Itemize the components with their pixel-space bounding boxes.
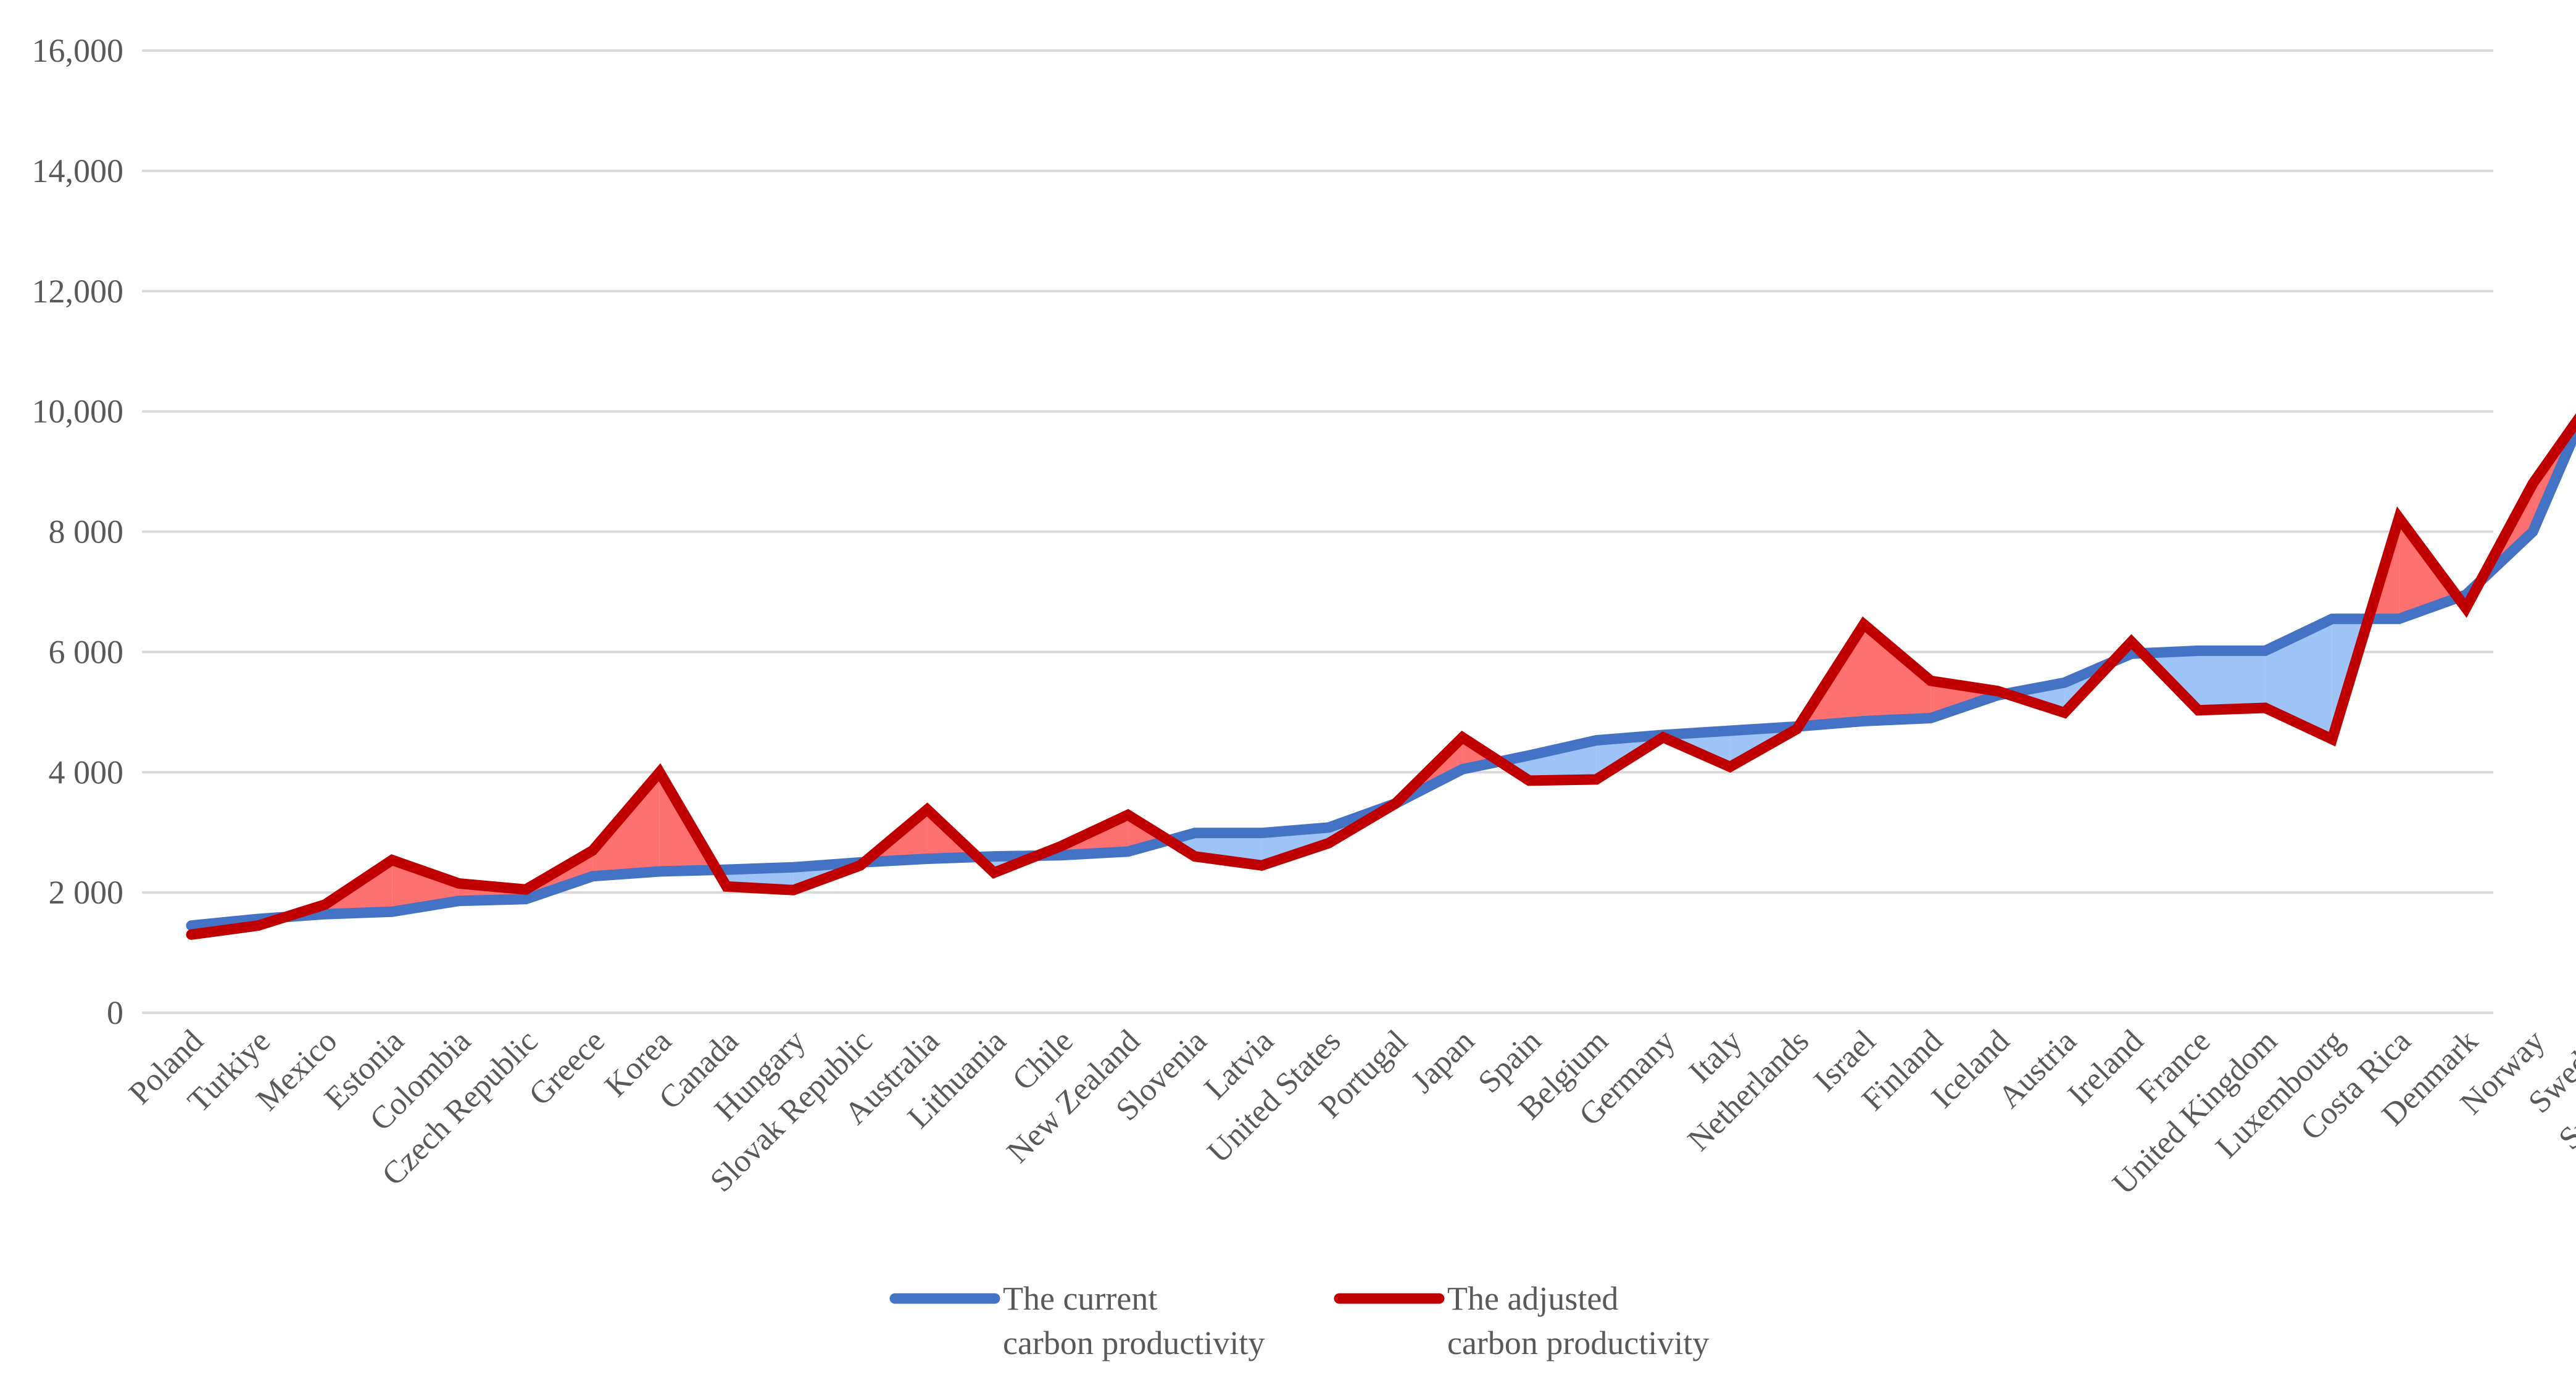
difference-fill-segment	[1529, 740, 1597, 781]
difference-fill-segment	[2332, 618, 2369, 739]
x-tick-label: Ireland	[2061, 1023, 2150, 1112]
series-lines	[186, 413, 2576, 940]
y-tick-label: 4 000	[49, 754, 124, 791]
series-line-adjusted	[186, 413, 2576, 940]
x-tick-label: Netherlands	[1681, 1023, 1816, 1158]
y-tick-label: 0	[107, 994, 123, 1031]
y-axis-ticks: 0 2 000 4 000 6 000 8 000 10,000 12,000 14,000 1…	[32, 32, 124, 1031]
x-tick-label: Greece	[522, 1023, 611, 1112]
y-tick-label: 10,000	[32, 393, 124, 430]
x-tick-label: Japan	[1405, 1023, 1481, 1100]
legend-label-line2: carbon productivity	[1003, 1324, 1265, 1361]
difference-fill-segment	[2198, 650, 2266, 710]
y-tick-label: 14,000	[32, 152, 124, 189]
gridlines	[142, 49, 2493, 1014]
legend: The current carbon productivity The adjust…	[889, 1280, 1709, 1361]
difference-fill-segment	[1864, 624, 1931, 721]
x-axis-ticks: PolandTurkiyeMexicoEstoniaColombiaCzech …	[122, 1023, 2576, 1201]
y-tick-label: 6 000	[49, 633, 124, 670]
y-tick-label: 16,000	[32, 32, 124, 69]
series-line-current	[186, 418, 2576, 931]
y-tick-label: 2 000	[49, 874, 124, 911]
difference-fill-segment	[2265, 618, 2332, 739]
legend-label-line1: The adjusted	[1447, 1280, 1618, 1317]
legend-label-line1: The current	[1003, 1280, 1157, 1317]
x-tick-label: Austria	[1992, 1023, 2084, 1115]
y-tick-label: 8 000	[49, 513, 124, 551]
legend-label-line2: carbon productivity	[1447, 1324, 1709, 1361]
y-tick-label: 12,000	[32, 273, 124, 310]
